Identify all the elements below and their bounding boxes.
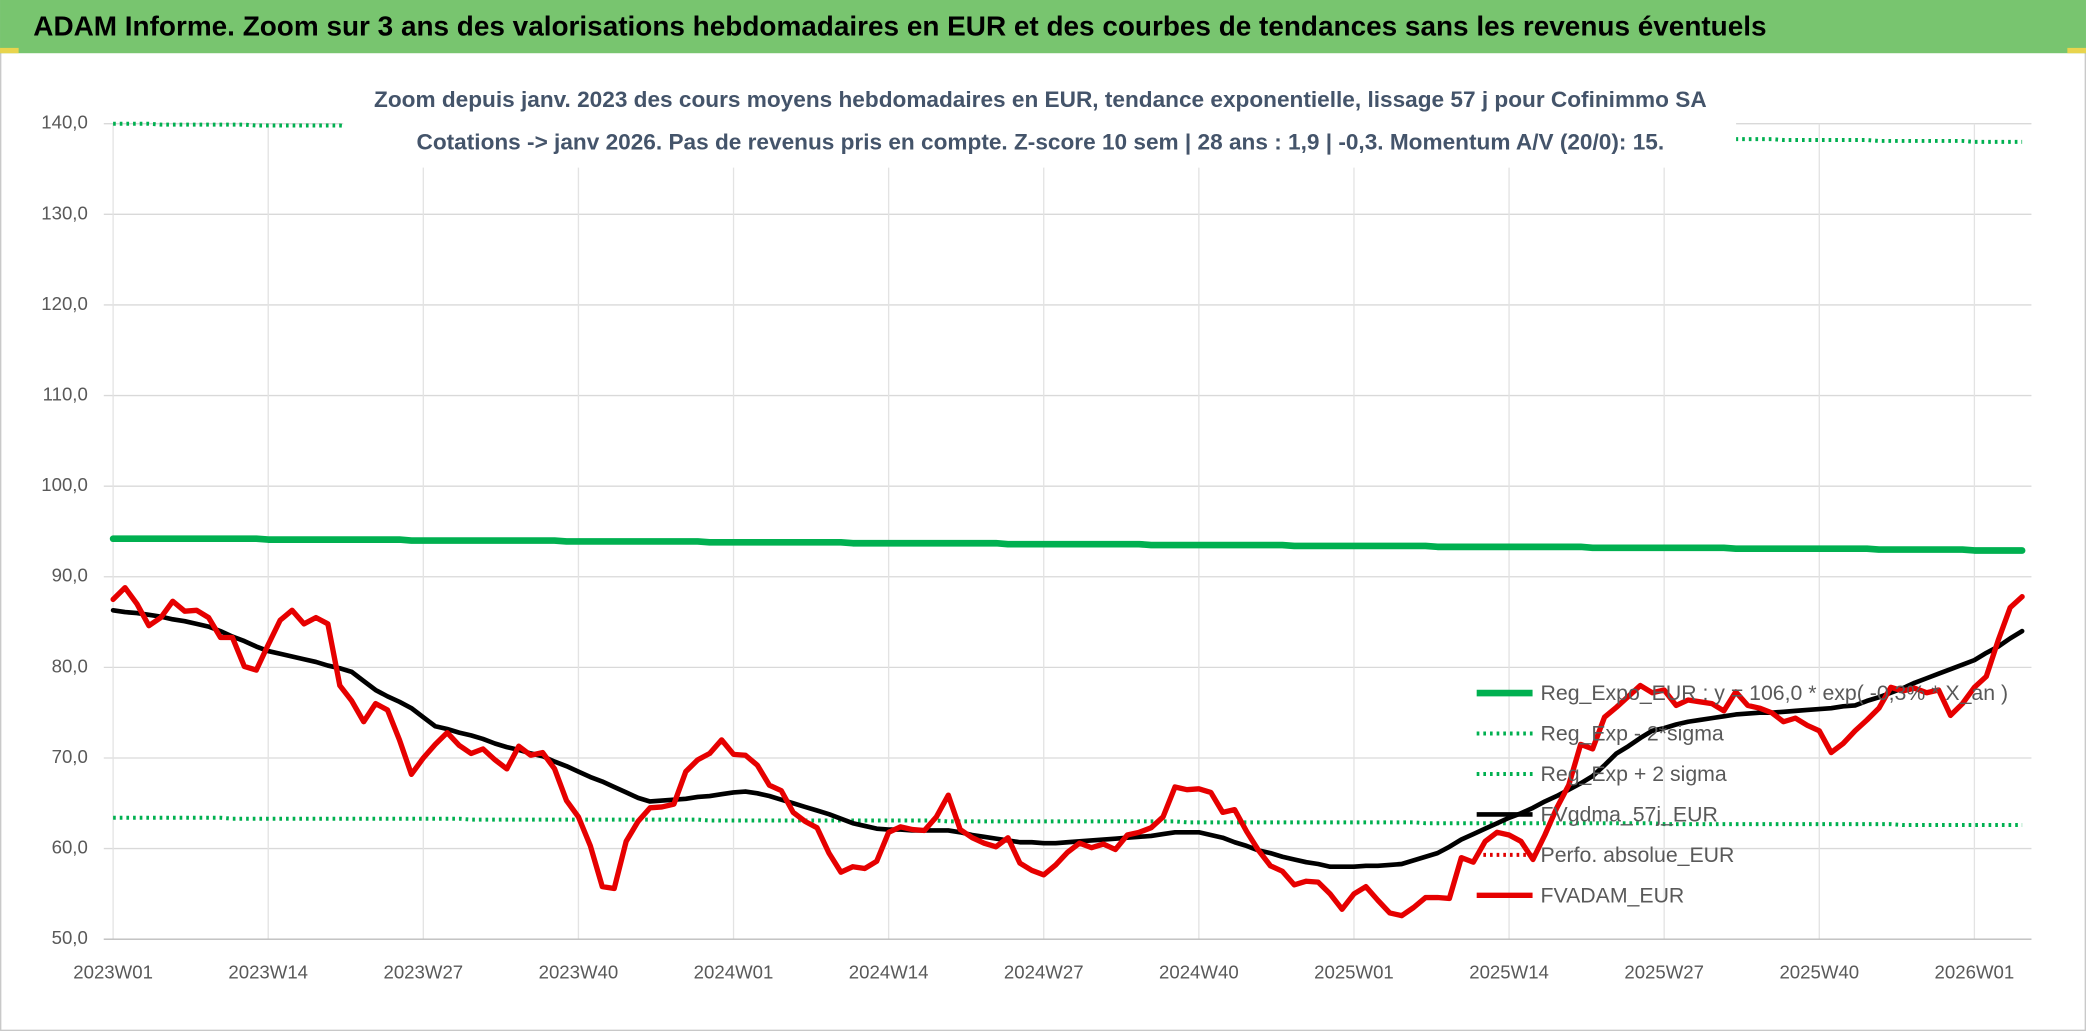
x-tick-label: 2023W27 — [383, 962, 463, 983]
x-tick-label: 2025W40 — [1779, 962, 1859, 983]
legend-label: FVgdma_57j_EUR — [1541, 802, 1718, 826]
legend-label: Reg_Exp - 2*sigma — [1541, 721, 1724, 745]
series-line — [110, 584, 2025, 919]
y-tick-label: 60,0 — [52, 837, 88, 858]
chart-title: Zoom depuis janv. 2023 des cours moyens … — [374, 87, 1707, 112]
banner-corner — [2067, 47, 2086, 54]
banner-corner — [0, 47, 19, 54]
y-tick-label: 120,0 — [41, 293, 88, 314]
x-tick-label: 2023W01 — [73, 962, 153, 983]
y-tick-label: 100,0 — [41, 474, 88, 495]
legend: Reg_Expo_EUR : y = 106,0 * exp( -0,3% * … — [1476, 681, 2009, 907]
x-tick-label: 2026W01 — [1935, 962, 2015, 983]
legend-label: FVADAM_EUR — [1541, 883, 1685, 907]
legend-label: Reg_Expo_EUR : y = 106,0 * exp( -0,3% * … — [1541, 681, 2009, 705]
title-background — [343, 79, 1737, 168]
y-tick-label: 110,0 — [43, 383, 88, 404]
x-tick-label: 2023W40 — [539, 962, 619, 983]
y-tick-label: 80,0 — [52, 655, 88, 676]
x-tick-label: 2025W14 — [1469, 962, 1549, 983]
y-tick-label: 50,0 — [52, 927, 88, 948]
x-tick-label: 2024W14 — [849, 962, 929, 983]
series-line — [110, 607, 2025, 870]
titles: Zoom depuis janv. 2023 des cours moyens … — [343, 79, 1737, 168]
chart-subtitle: Cotations -> janv 2026. Pas de revenus p… — [417, 130, 1665, 155]
x-tick-label: 2024W40 — [1159, 962, 1239, 983]
y-tick-label: 130,0 — [41, 202, 88, 223]
x-tick-label: 2024W01 — [694, 962, 774, 983]
legend-label: Perfo. absolue_EUR — [1541, 843, 1735, 867]
series-line — [113, 815, 2023, 828]
y-tick-label: 140,0 — [41, 112, 88, 133]
banner-title: ADAM Informe. Zoom sur 3 ans des valoris… — [33, 10, 1766, 41]
y-tick-label: 70,0 — [52, 746, 88, 767]
x-tick-label: 2025W01 — [1314, 962, 1394, 983]
x-tick-label: 2024W27 — [1004, 962, 1084, 983]
y-tick-label: 90,0 — [52, 565, 88, 586]
series-line — [109, 535, 2026, 554]
x-tick-label: 2025W27 — [1624, 962, 1704, 983]
x-tick-label: 2023W14 — [228, 962, 308, 983]
legend-label: Reg_Exp + 2 sigma — [1541, 762, 1727, 786]
banner — [0, 0, 2086, 54]
